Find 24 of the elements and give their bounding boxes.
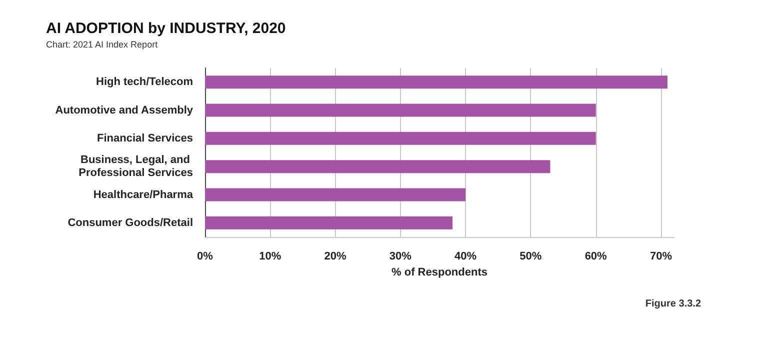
- x-tick-label: 40%: [454, 250, 477, 262]
- bar: [205, 160, 550, 174]
- x-tick-label: 10%: [259, 250, 282, 262]
- bar: [205, 76, 668, 89]
- bar: [205, 104, 596, 117]
- y-tick-label: Consumer Goods/Retail: [68, 216, 193, 229]
- bar: [205, 132, 596, 145]
- x-axis-title: % of Respondents: [392, 266, 488, 278]
- y-tick-label: Business, Legal, and Professional Services: [78, 154, 193, 180]
- y-tick-label: Automotive and Assembly: [55, 104, 194, 116]
- y-tick-label: Financial Services: [97, 132, 193, 144]
- bar: [205, 216, 453, 230]
- x-tick-label: 20%: [324, 250, 346, 262]
- x-tick-label: 60%: [584, 250, 608, 262]
- chart-title: AI ADOPTION by INDUSTRY, 2020: [46, 20, 286, 37]
- bar: [205, 188, 466, 202]
- y-tick-label: High tech/Telecom: [96, 76, 194, 88]
- x-tick-label: 50%: [520, 250, 542, 262]
- caption: Figure 3.3.2: [645, 298, 702, 310]
- text: Chart: 2021 AI Index Report: [46, 40, 158, 50]
- x-tick-label: 30%: [389, 250, 412, 262]
- x-tick-label: 70%: [650, 250, 672, 262]
- x-tick-label: 0%: [197, 250, 214, 262]
- y-tick-label: Healthcare/Pharma: [93, 188, 194, 201]
